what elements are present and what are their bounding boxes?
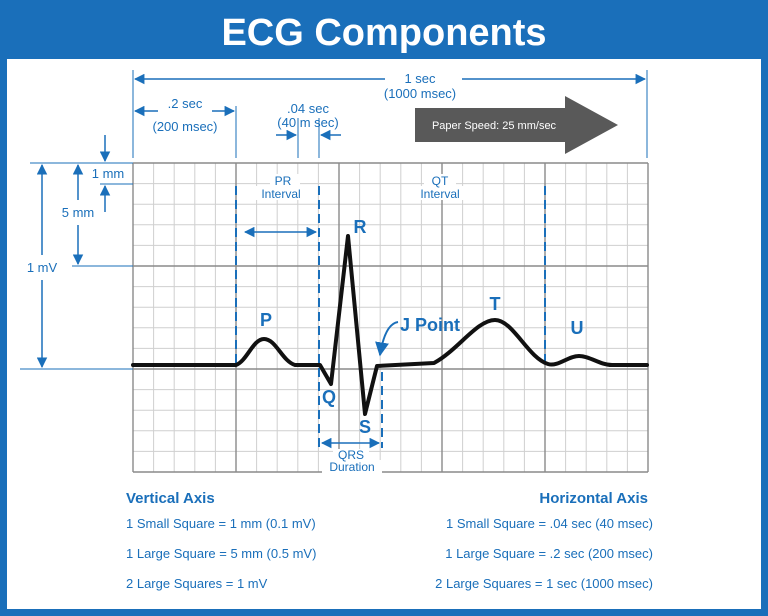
horizontal-axis-line: 2 Large Squares = 1 sec (1000 msec) bbox=[435, 576, 653, 591]
paper-speed-label: Paper Speed: 25 mm/sec bbox=[432, 120, 557, 132]
left-annotations: 1 mm 5 mm 1 mV bbox=[20, 135, 133, 370]
pr-label-line1: PR bbox=[275, 174, 292, 188]
label-bg bbox=[333, 449, 369, 461]
j-point-label: J Point bbox=[400, 315, 460, 335]
label-bg bbox=[322, 460, 382, 473]
j-point-arrow bbox=[375, 321, 399, 357]
qrs-label-line2: Duration bbox=[329, 460, 374, 474]
one-sec-label: 1 sec bbox=[404, 71, 436, 86]
r-wave-label: R bbox=[354, 217, 367, 237]
label-bg bbox=[252, 186, 310, 200]
one-mv-label: 1 mV bbox=[27, 260, 58, 275]
p-wave-label: P bbox=[260, 310, 272, 330]
interval-markers: PR Interval QT Interval QRS Duration bbox=[235, 174, 546, 474]
label-bg bbox=[424, 174, 456, 188]
label-bg bbox=[410, 186, 470, 200]
horizontal-axis-line: 1 Large Square = .2 sec (200 msec) bbox=[445, 546, 653, 561]
qrs-label-line1: QRS bbox=[338, 448, 364, 462]
one-mm-label: 1 mm bbox=[92, 166, 125, 181]
point04-sec-label: .04 sec bbox=[287, 101, 329, 116]
label-bg bbox=[270, 174, 300, 188]
point04-sec-ms-label: (40 m sec) bbox=[277, 115, 338, 130]
vertical-axis-line: 2 Large Squares = 1 mV bbox=[126, 576, 268, 591]
qt-label-line1: QT bbox=[432, 174, 449, 188]
s-wave-label: S bbox=[359, 417, 371, 437]
vertical-axis-heading: Vertical Axis bbox=[126, 490, 215, 507]
paper-speed-arrow bbox=[415, 96, 618, 154]
horizontal-axis-heading: Horizontal Axis bbox=[539, 490, 648, 507]
one-sec-ms-label: (1000 msec) bbox=[384, 86, 456, 101]
page-title: ECG Components bbox=[7, 7, 761, 59]
point2-sec-ms-label: (200 msec) bbox=[152, 119, 217, 134]
q-wave-label: Q bbox=[322, 387, 336, 407]
vertical-axis-line: 1 Small Square = 1 mm (0.1 mV) bbox=[126, 516, 316, 531]
ecg-trace bbox=[131, 234, 649, 416]
t-wave-label: T bbox=[490, 294, 501, 314]
u-wave-label: U bbox=[571, 318, 584, 338]
wave-labels: P Q R S T U J Point bbox=[260, 217, 584, 437]
five-mm-label: 5 mm bbox=[62, 205, 95, 220]
pr-label-line2: Interval bbox=[261, 187, 300, 201]
top-annotations: 1 sec (1000 msec) .2 sec (200 msec) .04 … bbox=[132, 70, 648, 158]
vertical-axis-line: 1 Large Square = 5 mm (0.5 mV) bbox=[126, 546, 317, 561]
point2-sec-label: .2 sec bbox=[168, 96, 203, 111]
horizontal-axis-line: 1 Small Square = .04 sec (40 msec) bbox=[445, 516, 653, 531]
qt-label-line2: Interval bbox=[420, 187, 459, 201]
